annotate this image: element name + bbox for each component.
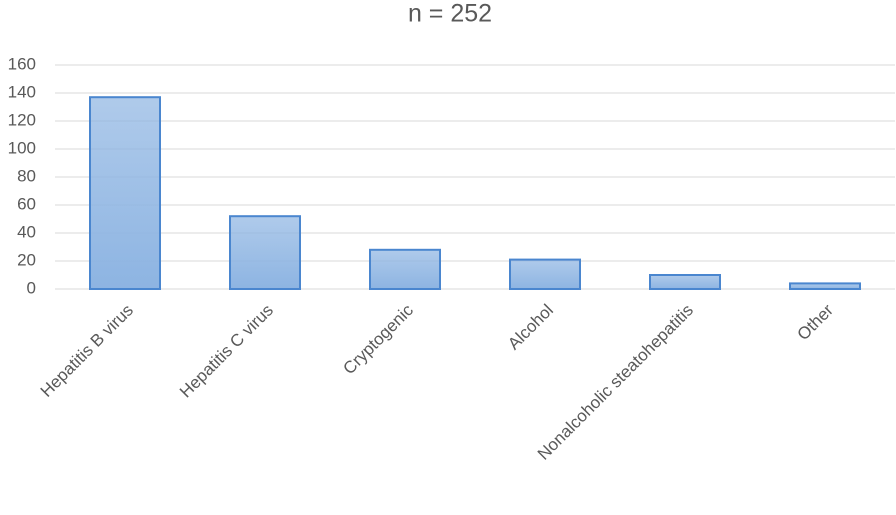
y-tick-label: 20: [17, 250, 36, 269]
y-tick-label: 40: [17, 222, 36, 241]
bar: [229, 215, 301, 290]
x-tick-label: Hepatitis C virus: [176, 301, 277, 402]
x-tick-label: Nonalcoholic steatohepatitis: [534, 301, 697, 464]
bar: [649, 274, 721, 290]
x-tick-label: Alcohol: [504, 301, 557, 354]
x-tick-label: Cryptogenic: [339, 300, 417, 378]
bar: [789, 282, 861, 290]
y-tick-label: 60: [17, 194, 36, 213]
y-tick-label: 100: [8, 138, 36, 157]
y-tick-label: 160: [8, 54, 36, 73]
y-tick-label: 140: [8, 82, 36, 101]
chart-title: n = 252: [408, 0, 492, 28]
y-tick-label: 80: [17, 166, 36, 185]
x-tick-label: Other: [793, 300, 837, 344]
bar: [509, 258, 581, 291]
y-tick-label: 0: [27, 278, 36, 297]
bar: [369, 248, 441, 291]
x-tick-label: Hepatitis B virus: [37, 301, 137, 401]
y-tick-label: 120: [8, 110, 36, 129]
bar: [89, 96, 161, 290]
